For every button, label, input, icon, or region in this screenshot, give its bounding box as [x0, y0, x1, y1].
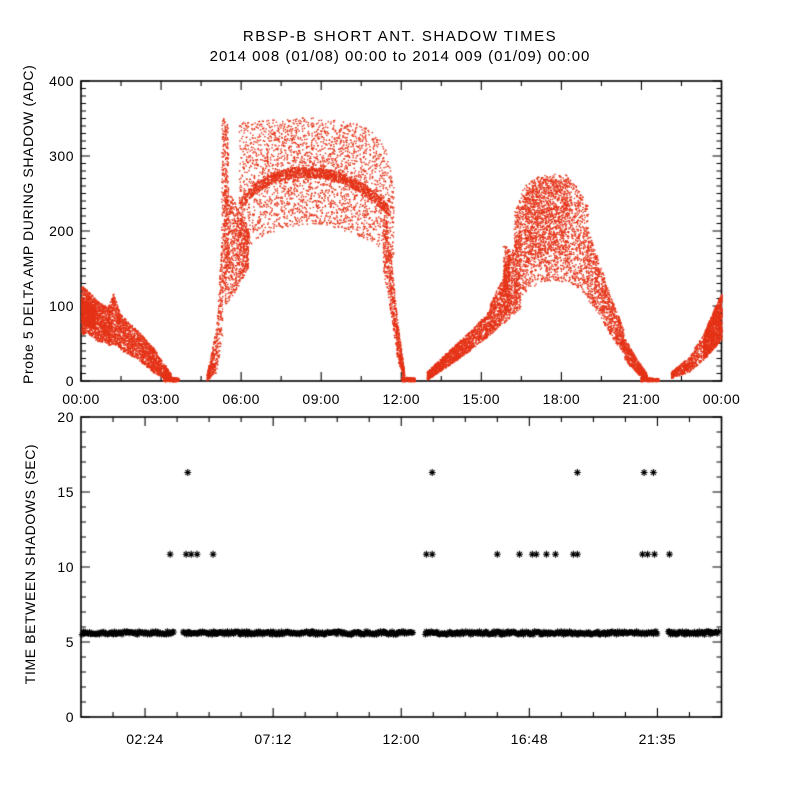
top-x-tick-label: 15:00	[462, 391, 501, 407]
bottom-y-tick-label: 20	[57, 409, 74, 425]
chart-title: RBSP-B SHORT ANT. SHADOW TIMES	[242, 28, 558, 45]
top-x-tick-label: 09:00	[302, 391, 340, 407]
top-x-tick-label: 06:00	[222, 391, 260, 407]
bottom-y-tick-label: 15	[57, 484, 74, 500]
top-x-tick-label: 12:00	[382, 391, 421, 407]
top-y-tick-label: 0	[65, 373, 74, 389]
bottom-x-tick-label: 02:24	[126, 731, 164, 747]
top-x-tick-label: 00:00	[62, 391, 100, 407]
top-y-tick-label: 200	[49, 223, 74, 239]
bottom-x-tick-label: 12:00	[382, 731, 421, 747]
top-x-tick-label: 21:00	[622, 391, 661, 407]
bottom-x-tick-label: 07:12	[254, 731, 292, 747]
bottom-y-tick-label: 5	[65, 634, 74, 650]
top-x-tick-label: 03:00	[142, 391, 180, 407]
bottom-y-tick-label: 0	[65, 709, 74, 725]
chart-subtitle: 2014 008 (01/08) 00:00 to 2014 009 (01/0…	[209, 48, 591, 65]
top-y-tick-label: 300	[49, 148, 74, 164]
bottom-x-tick-label: 21:35	[638, 731, 677, 747]
top-x-tick-label: 18:00	[542, 391, 581, 407]
top-y-tick-label: 100	[49, 298, 74, 314]
bottom-y-tick-label: 10	[57, 559, 74, 575]
bottom-x-tick-label: 16:48	[510, 731, 549, 747]
top-y-tick-label: 400	[49, 73, 74, 89]
top-x-tick-label: 00:00	[702, 391, 741, 407]
